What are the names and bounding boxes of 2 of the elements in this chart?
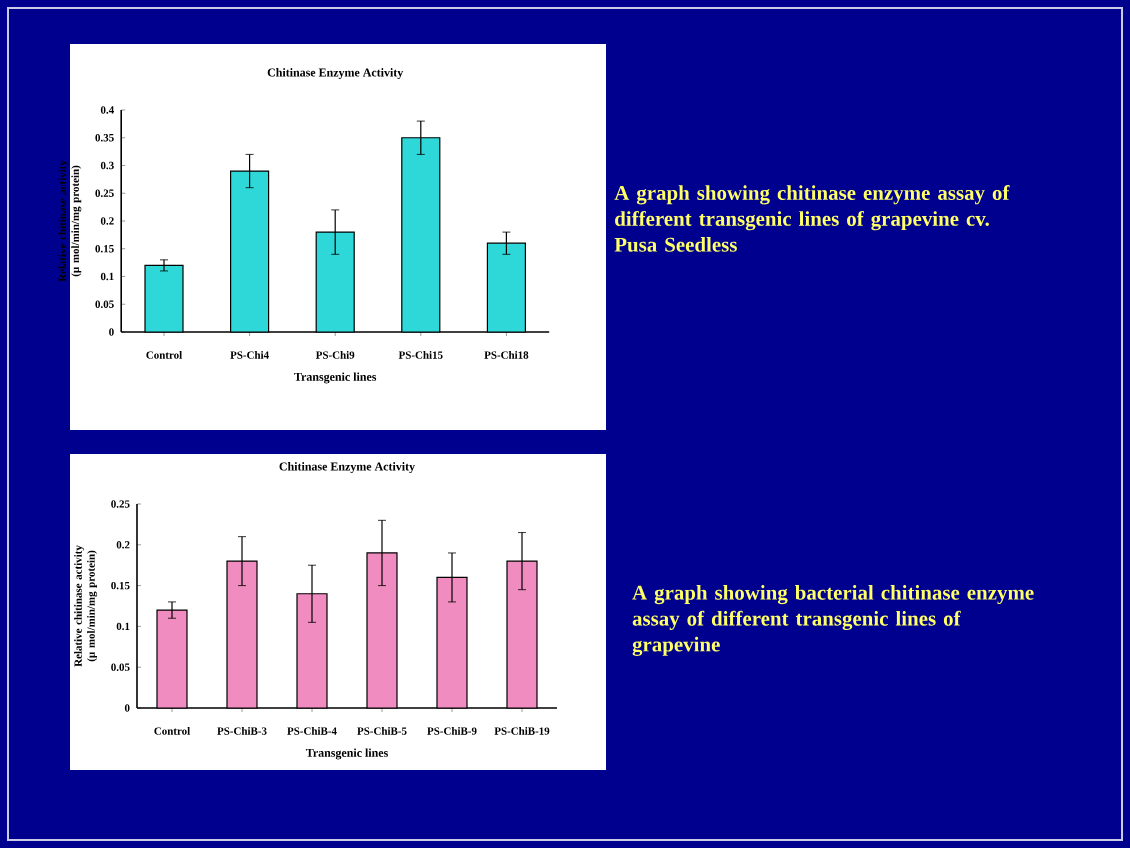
text: A graph showing bacterial chitinase enzyme assay of different transgenic lines of grapevine bbox=[632, 585, 1034, 656]
text: A graph showing chitinase enzyme assay of different transgenic lines of grapevine cv. Pusa Seedless bbox=[614, 185, 1010, 252]
